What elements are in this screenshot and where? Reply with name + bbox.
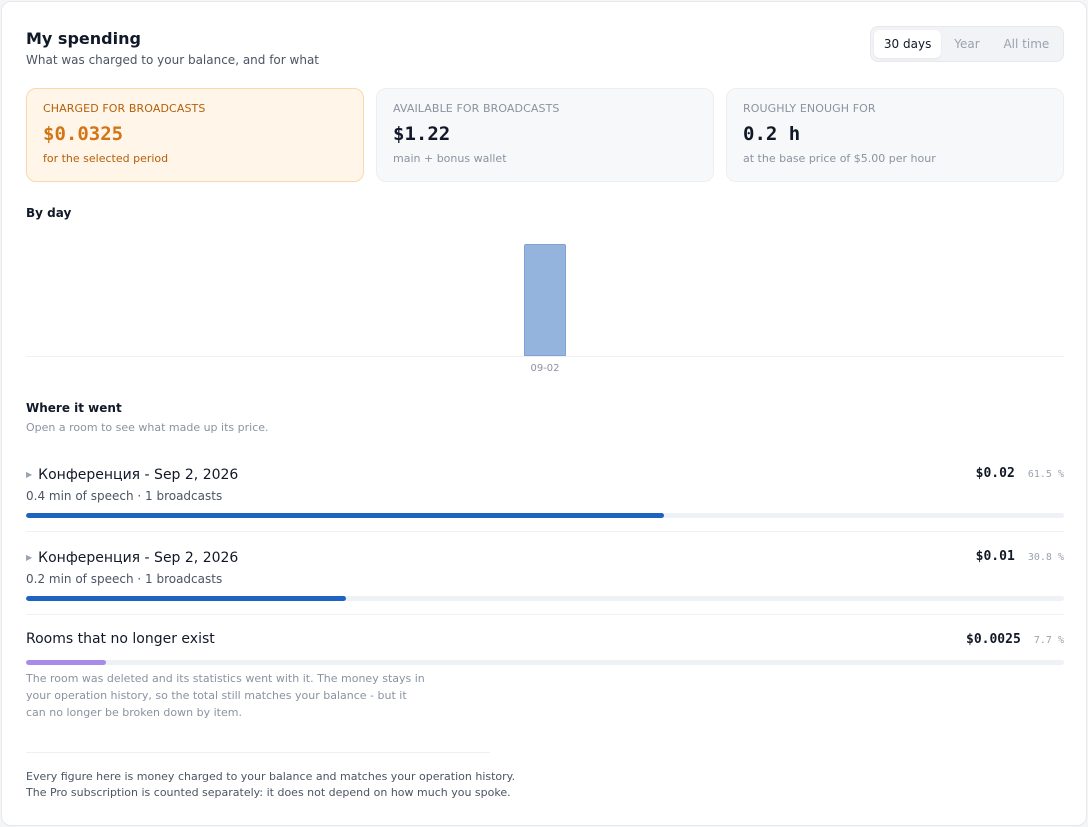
deleted-rooms-percent: 7.7 % <box>1033 635 1064 646</box>
deleted-share-bar <box>26 660 1064 665</box>
breakdown-title: Where it went <box>26 401 122 415</box>
room-details: 0.2 min of speech · 1 broadcasts <box>26 571 223 586</box>
page-title: My spending <box>26 29 141 48</box>
row-divider <box>26 614 1064 615</box>
tab-30-days[interactable]: 30 days <box>874 30 942 58</box>
room-share-fill <box>26 512 665 518</box>
deleted-rooms-row: Rooms that no longer exist $0.0025 7.7 % <box>26 628 1064 665</box>
room-name-label: Конференция - Sep 2, 2026 <box>38 466 239 483</box>
tab-year[interactable]: Year <box>954 37 980 51</box>
room-name[interactable]: ▶ Конференция - Sep 2, 2026 <box>26 467 238 483</box>
room-amount: $0.01 <box>975 549 1015 564</box>
chart-tick-label: 09-02 <box>530 363 560 374</box>
footer-line-1: Every figure here is money charged to yo… <box>26 770 516 783</box>
stat-available-label: Available for broadcasts <box>393 102 560 115</box>
footer-line-2: The Pro subscription is counted separate… <box>26 786 511 799</box>
period-switcher: 30 days Year All time <box>870 26 1064 62</box>
room-amount: $0.02 <box>975 466 1015 481</box>
footer-note: Every figure here is money charged to yo… <box>26 769 515 801</box>
stat-available: Available for broadcasts $1.22 main + bo… <box>376 88 714 182</box>
stat-available-value: $1.22 <box>393 123 451 145</box>
expand-triangle-icon[interactable]: ▶ <box>26 470 33 479</box>
room-row[interactable]: ▶ Конференция - Sep 2, 2026 $0.02 61.5 %… <box>26 462 1064 518</box>
footer-divider <box>26 752 490 753</box>
room-share-bar <box>26 512 1064 518</box>
deleted-rooms-amount: $0.0025 <box>966 632 1021 647</box>
stat-enough-label: Roughly enough for <box>743 102 876 115</box>
room-name[interactable]: ▶ Конференция - Sep 2, 2026 <box>26 550 238 566</box>
room-row[interactable]: ▶ Конференция - Sep 2, 2026 $0.01 30.8 %… <box>26 545 1064 601</box>
stat-charged: Charged for broadcasts $0.0325 for the s… <box>26 88 364 182</box>
expand-triangle-icon[interactable]: ▶ <box>26 553 33 562</box>
room-percent: 61.5 % <box>1027 469 1064 480</box>
chart-bar <box>524 244 566 356</box>
stat-charged-label: Charged for broadcasts <box>43 102 206 115</box>
breakdown-hint: Open a room to see what made up its pric… <box>26 421 269 434</box>
stat-available-note: main + bonus wallet <box>393 152 507 165</box>
stat-enough-for: Roughly enough for 0.2 h at the base pri… <box>726 88 1064 182</box>
stat-charged-value: $0.0325 <box>43 123 124 145</box>
deleted-rooms-note: The room was deleted and its statistics … <box>26 672 425 719</box>
stat-enough-note: at the base price of $5.00 per hour <box>743 152 936 165</box>
page-subtitle: What was charged to your balance, and fo… <box>26 53 320 67</box>
deleted-rooms-name: Rooms that no longer exist <box>26 631 215 647</box>
chart-baseline <box>26 356 1064 357</box>
by-day-title: By day <box>26 206 72 220</box>
row-divider <box>26 531 1064 532</box>
room-share-fill <box>26 595 346 601</box>
room-share-bar <box>26 595 1064 601</box>
room-name-label: Конференция - Sep 2, 2026 <box>38 549 239 566</box>
stat-charged-note: for the selected period <box>43 152 169 165</box>
room-percent: 30.8 % <box>1027 552 1064 563</box>
deleted-share-fill <box>26 660 106 665</box>
room-details: 0.4 min of speech · 1 broadcasts <box>26 488 223 503</box>
tab-all-time[interactable]: All time <box>1003 37 1050 51</box>
stat-enough-value: 0.2 h <box>743 123 801 145</box>
